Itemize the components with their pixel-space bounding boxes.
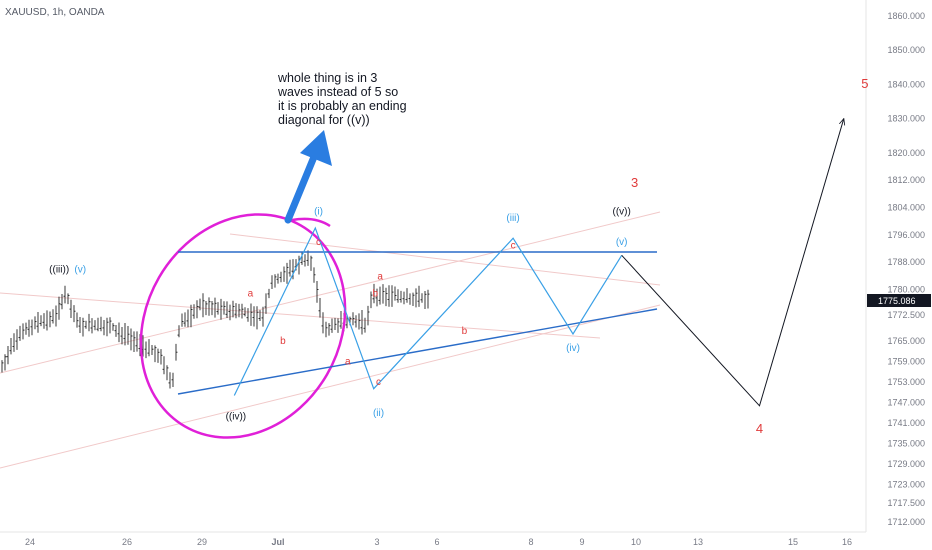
wave-label: c — [511, 240, 516, 251]
wave-label: ((iii)) — [49, 264, 69, 275]
price-tick-label: 1820.000 — [887, 148, 925, 158]
time-tick-label: 8 — [528, 537, 533, 547]
wave-label: a — [248, 288, 254, 299]
annotation-line: whole thing is in 3 — [277, 71, 377, 85]
annotation-line: waves instead of 5 so — [277, 85, 398, 99]
time-tick-label: 9 — [579, 537, 584, 547]
price-tick-label: 1812.000 — [887, 175, 925, 185]
wave-path-blue — [233, 226, 623, 396]
time-tick-label: 10 — [631, 537, 641, 547]
time-tick-label: 6 — [434, 537, 439, 547]
wave-label: (iv) — [566, 343, 580, 354]
wave-label: c — [376, 377, 381, 388]
annotation-arrow-icon — [284, 130, 332, 224]
price-tick-label: 1717.500 — [887, 498, 925, 508]
wave-label: b — [372, 288, 378, 299]
wave-label: a — [377, 271, 383, 282]
wave-label: (v) — [74, 264, 86, 275]
wave-label: (i) — [314, 206, 323, 217]
time-tick-label: 13 — [693, 537, 703, 547]
time-tick-label: 26 — [122, 537, 132, 547]
time-tick-label: 24 — [25, 537, 35, 547]
wave-label: ((iv)) — [226, 411, 247, 422]
wave-path-black — [621, 119, 844, 407]
price-tick-label: 1712.000 — [887, 517, 925, 527]
wave-label: 3 — [631, 175, 638, 190]
price-axis[interactable]: 1860.000 1850.000 1840.000 1830.000 1820.000… — [865, 0, 925, 532]
price-tick-label: 1735.000 — [887, 438, 925, 448]
price-tick-label: 1830.000 — [887, 114, 925, 124]
price-tick-label: 1723.000 — [887, 479, 925, 489]
diagonal-support-line — [177, 308, 658, 395]
price-tick-label: 1729.000 — [887, 459, 925, 469]
last-price-value: 1775.086 — [878, 296, 916, 306]
annotation-line: it is probably an ending — [278, 99, 407, 113]
annotation-line: diagonal for ((v)) — [278, 113, 370, 127]
wave-label: (iii) — [506, 213, 519, 224]
price-tick-label: 1759.000 — [887, 356, 925, 366]
time-tick-label: 16 — [842, 537, 852, 547]
symbol-info: XAUUSD, 1h, OANDA — [5, 7, 105, 18]
time-axis[interactable]: 24 26 29 Jul 3 6 8 9 10 13 15 16 — [0, 531, 866, 547]
price-tick-label: 1804.000 — [887, 202, 925, 212]
wave-label: (v) — [616, 237, 628, 248]
last-price-badge: 1775.086 — [867, 294, 931, 307]
annotation-text: whole thing is in 3 waves instead of 5 s… — [277, 71, 410, 127]
time-tick-label: 3 — [374, 537, 379, 547]
highlight-tail — [291, 217, 331, 228]
price-tick-label: 1747.000 — [887, 397, 925, 407]
wave-labels: ((iii))(v)iv)((iv))ab(i)cabac(ii)b(iii)c… — [49, 76, 868, 436]
pink-channel-lines — [0, 211, 661, 469]
wave-label: b — [462, 326, 468, 337]
candlestick-series — [1, 250, 430, 389]
price-tick-label: 1741.000 — [887, 418, 925, 428]
wave-label: ((v)) — [613, 206, 631, 217]
price-tick-label: 1780.000 — [887, 285, 925, 295]
wave-label: a — [345, 357, 351, 368]
time-tick-label: Jul — [271, 537, 284, 547]
wave-label: b — [280, 336, 286, 347]
price-tick-label: 1753.000 — [887, 377, 925, 387]
wave-label: 4 — [756, 421, 763, 436]
wave-label: (ii) — [373, 408, 384, 419]
price-tick-label: 1772.500 — [887, 310, 925, 320]
price-tick-label: 1788.000 — [887, 257, 925, 267]
wave-label: 5 — [861, 76, 868, 91]
price-tick-label: 1796.000 — [887, 230, 925, 240]
price-tick-label: 1840.000 — [887, 79, 925, 89]
wave-label: c — [316, 237, 321, 248]
highlight-ellipse — [139, 213, 347, 439]
price-tick-label: 1765.000 — [887, 336, 925, 346]
price-tick-label: 1860.000 — [887, 11, 925, 21]
time-tick-label: 29 — [197, 537, 207, 547]
price-tick-label: 1850.000 — [887, 45, 925, 55]
time-tick-label: 15 — [788, 537, 798, 547]
